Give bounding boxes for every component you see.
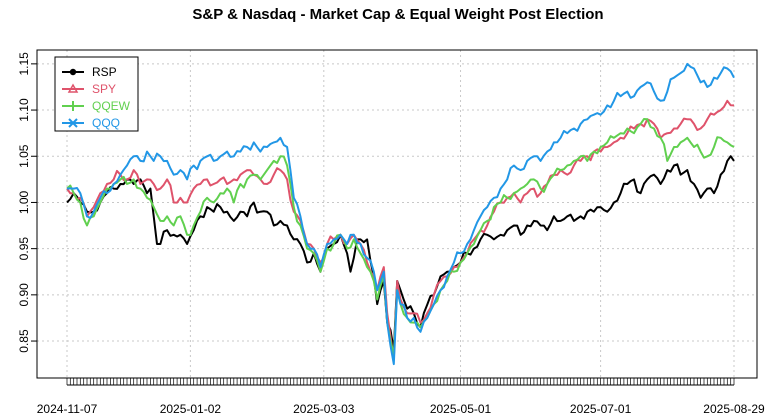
series-line-qqew [66, 118, 735, 356]
series-line-qqq [66, 62, 735, 366]
series-lines [66, 62, 735, 366]
plot-frame [36, 49, 758, 379]
y-axis: 0.85 0.90 0.95 1.00 1.05 1.10 1.15 [17, 52, 37, 353]
x-tick-label: 2025-05-01 [430, 402, 492, 416]
legend-label: QQEW [92, 99, 131, 113]
legend-marker-plus [68, 101, 78, 111]
legend-marker-triangle [67, 83, 79, 93]
series-line-spy [66, 99, 735, 361]
legend-box [54, 56, 139, 132]
legend-item-spy: SPY [62, 82, 116, 96]
y-tick-label: 1.10 [17, 98, 31, 122]
x-tick-label: 2025-03-03 [293, 402, 355, 416]
y-tick-label: 1.15 [17, 52, 31, 76]
legend-item-qqq: QQQ [62, 116, 120, 130]
legend-label: QQQ [92, 116, 120, 130]
x-tick-label: 2024-11-07 [37, 402, 98, 416]
legend: RSP SPY QQEW QQQ [54, 56, 139, 132]
legend-marker-cross [68, 118, 78, 128]
y-tick-label: 1.05 [17, 144, 31, 168]
legend-label: RSP [92, 65, 117, 79]
legend-item-qqew: QQEW [62, 99, 131, 113]
x-tick-label: 2025-08-29 [703, 402, 765, 416]
chart-title: S&P & Nasdaq - Market Cap & Equal Weight… [192, 6, 603, 23]
y-tick-label: 0.95 [17, 237, 31, 261]
x-tick-label: 2025-01-02 [160, 402, 222, 416]
y-tick-label: 1.00 [17, 190, 31, 214]
legend-marker-circle [69, 68, 77, 76]
y-tick-label: 0.85 [17, 329, 31, 353]
legend-item-rsp: RSP [62, 65, 117, 79]
x-minor-ticks [66, 378, 735, 385]
x-tick-label: 2025-07-01 [570, 402, 632, 416]
grid [37, 50, 757, 378]
x-axis-ticks: 2024-11-07 2025-01-02 2025-03-03 2025-05-01… [37, 378, 765, 416]
legend-label: SPY [92, 82, 116, 96]
series-line-rsp [66, 155, 735, 352]
y-tick-label: 0.90 [17, 283, 31, 307]
